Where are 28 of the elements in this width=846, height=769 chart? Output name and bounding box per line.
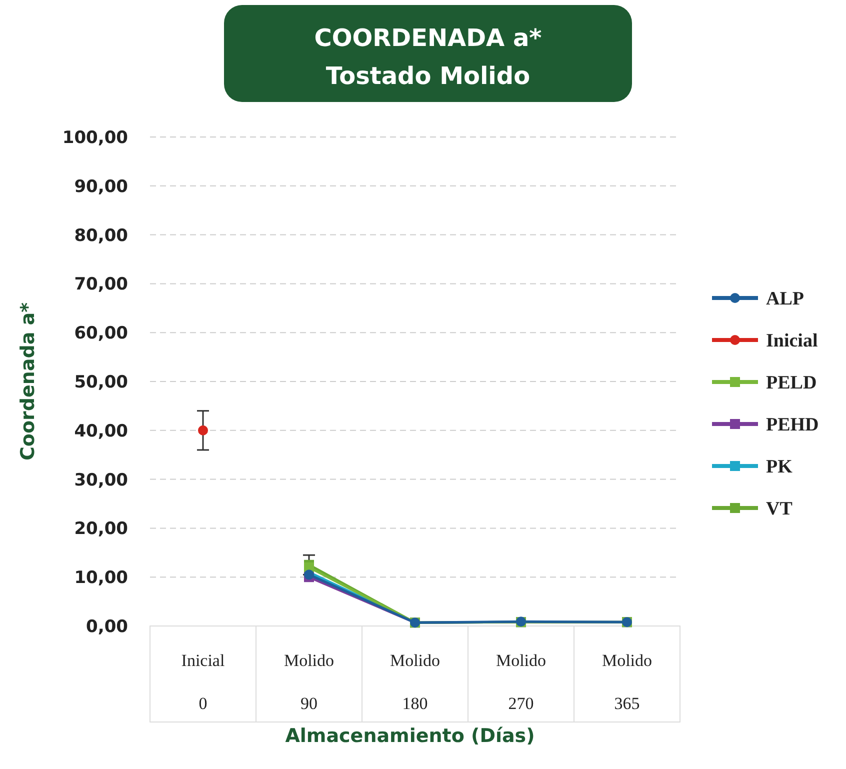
- category-label: Inicial 0: [181, 651, 225, 713]
- y-tick-label: 10,00: [74, 568, 128, 588]
- y-tick-label: 60,00: [74, 324, 128, 344]
- y-tick-label: 50,00: [74, 372, 128, 392]
- y-tick-label: 90,00: [74, 176, 128, 197]
- legend-label: PK: [766, 456, 793, 478]
- legend-label: Inicial: [766, 330, 818, 352]
- category-label: Molido 365: [602, 651, 652, 713]
- legend-label: PEHD: [766, 414, 819, 436]
- y-axis-title: Coordenada a*: [17, 302, 39, 461]
- chart-subtitle: Tostado Molido: [326, 62, 530, 90]
- y-tick-label: 70,00: [74, 274, 128, 295]
- category-label: Molido 270: [496, 651, 546, 713]
- legend-label: VT: [766, 498, 793, 520]
- chart-title: COORDENADA a*: [314, 24, 542, 52]
- y-tick-label: 30,00: [74, 470, 128, 490]
- legend-label: PELD: [766, 372, 817, 394]
- legend-label: ALP: [766, 288, 804, 310]
- y-tick-label: 0,00: [86, 616, 128, 637]
- category-label: Molido 90: [284, 651, 334, 713]
- y-tick-label: 40,00: [74, 421, 128, 442]
- point: [198, 425, 208, 436]
- x-axis-title: Almacenamiento (Días): [285, 725, 535, 747]
- y-tick-label: 100,00: [62, 128, 128, 148]
- point: [304, 570, 314, 580]
- category-label: Molido 180: [390, 651, 440, 713]
- y-tick-label: 20,00: [74, 519, 128, 540]
- y-tick-label: 80,00: [74, 226, 128, 246]
